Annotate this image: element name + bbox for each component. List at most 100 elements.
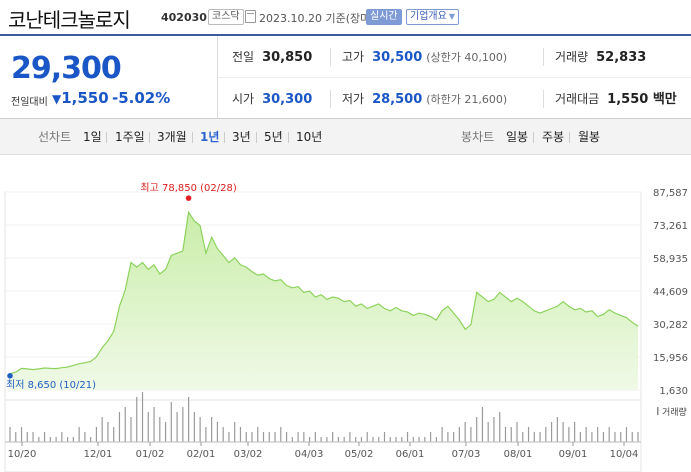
volume-bar [516, 422, 518, 442]
tab-daily[interactable]: 일봉 [506, 130, 529, 144]
price-chart-svg: 87,587 73,261 58,935 44,609 30,282 15,956 1,63… [4, 182, 688, 472]
volume-bar [360, 437, 363, 442]
volume-bar [453, 432, 455, 442]
volume-bar [188, 397, 190, 442]
volume-legend-icon [657, 407, 659, 415]
volume-bar [78, 427, 80, 442]
volume-bar [568, 427, 570, 442]
high-value: 30,500 [372, 50, 423, 65]
high-marker[interactable] [185, 195, 192, 201]
realtime-button[interactable]: 실시간 [366, 9, 402, 25]
price-details: 전일 30,850 고가 30,500 (상한가 40,100) 거래량 52,833 … [218, 36, 691, 119]
volume-bar [67, 437, 69, 442]
volume-bar [303, 432, 305, 442]
divider [192, 132, 193, 143]
volume-bar [476, 417, 478, 442]
volume-bar [637, 432, 639, 442]
volume-bar [147, 412, 149, 442]
volume-bar [228, 432, 230, 442]
chevron-down-icon: ▼ [448, 12, 455, 21]
divider [149, 132, 150, 143]
volume-bar [251, 432, 253, 442]
volume-bar [43, 432, 46, 442]
open-label: 시가 [232, 92, 255, 106]
current-price-panel: 29,300 전일대비 ▼1,550 -5.02% [0, 36, 218, 119]
volume-bar [383, 432, 386, 442]
tab-weekly[interactable]: 주봉 [542, 130, 565, 144]
volume-bar [412, 437, 414, 442]
volume-bar [349, 432, 351, 442]
high-price: 고가 30,500 (상한가 40,100) [342, 36, 507, 78]
amount-label: 거래대금 [555, 92, 600, 106]
divider [224, 132, 225, 143]
y-tick-label: 30,282 [653, 320, 688, 331]
low-price: 저가 28,500 (하한가 21,600) [342, 78, 507, 120]
volume-bar [355, 437, 357, 442]
open-value: 30,300 [262, 92, 313, 107]
divider [569, 132, 570, 143]
volume-bar [274, 432, 276, 442]
divider [543, 48, 544, 66]
tab-3y[interactable]: 3년 [232, 130, 251, 144]
change-percent: -5.02% [112, 89, 171, 107]
prev-close-value: 30,850 [262, 50, 313, 65]
divider [256, 132, 257, 143]
tab-1w[interactable]: 1주일 [115, 130, 145, 144]
volume-bar [401, 437, 403, 442]
volume-bar [101, 417, 103, 442]
divider [106, 132, 107, 143]
volume-bar [378, 437, 380, 442]
volume-bar [522, 432, 524, 442]
volume-bar [366, 432, 368, 442]
low-marker[interactable] [7, 373, 13, 379]
volume-bar [170, 402, 172, 442]
tab-10y[interactable]: 10년 [296, 130, 323, 144]
open-price: 시가 30,300 [232, 78, 312, 120]
volume-bar [211, 417, 213, 442]
tab-1y[interactable]: 1년 [200, 130, 220, 144]
down-arrow-icon: ▼ [52, 92, 62, 106]
volume-bar [291, 437, 293, 442]
volume-bar [280, 427, 282, 442]
volume-bar [625, 427, 628, 442]
volume-bar [216, 422, 219, 442]
volume-bar [49, 437, 51, 442]
stock-code: 402030 [161, 11, 207, 24]
change-amount: 1,550 [61, 89, 109, 107]
calendar-icon [245, 10, 256, 23]
tab-5y[interactable]: 5년 [264, 130, 283, 144]
volume-bar [332, 432, 334, 442]
volume-bar [257, 427, 259, 442]
trade-amount: 거래대금 1,550 백만 [555, 78, 677, 120]
volume-bar [245, 432, 247, 442]
volume-bar [441, 427, 443, 442]
volume-bar [539, 432, 541, 442]
volume-bar [107, 422, 109, 442]
x-tick-label: 05/02 [345, 449, 374, 460]
tab-3m[interactable]: 3개월 [157, 130, 187, 144]
volume-bar [326, 437, 328, 442]
amount-value: 1,550 백만 [607, 92, 677, 107]
prev-close: 전일 30,850 [232, 36, 312, 78]
x-tick-label: 10/04 [610, 449, 639, 460]
divider [330, 48, 331, 66]
volume-bar [124, 407, 126, 442]
volume-bar [597, 427, 599, 442]
volume-bar [504, 427, 507, 442]
low-value: 28,500 [372, 92, 423, 107]
volume-bar [164, 422, 167, 442]
low-annotation: 최저 8,650 (10/21) [6, 379, 96, 391]
volume-bar [38, 437, 40, 442]
volume: 거래량 52,833 [555, 36, 646, 78]
volume-bar [199, 417, 201, 442]
high-label: 고가 [342, 50, 365, 64]
volume-bar [15, 432, 17, 442]
tab-1d[interactable]: 1일 [83, 130, 102, 144]
divider [543, 90, 544, 108]
volume-bar [591, 432, 593, 442]
tab-monthly[interactable]: 월봉 [578, 130, 601, 144]
volume-bar [418, 437, 420, 442]
y-tick-label: 15,956 [653, 353, 688, 364]
volume-bar [464, 422, 466, 442]
company-overview-button[interactable]: 기업개요 ▼ [406, 9, 459, 25]
